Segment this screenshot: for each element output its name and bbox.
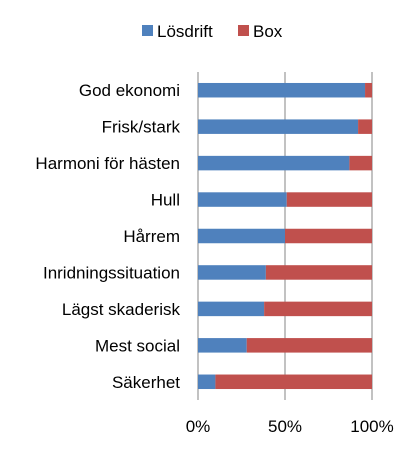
bar-box <box>286 192 372 207</box>
bar-losdrift <box>198 265 266 280</box>
bar-losdrift <box>198 155 350 171</box>
legend-swatch <box>142 25 153 36</box>
bar-losdrift <box>198 374 216 390</box>
x-tick-labels: 0% 50% 100% <box>186 417 394 436</box>
legend-swatch <box>238 25 249 36</box>
bar-box <box>246 338 372 353</box>
x-tick-label: 100% <box>350 417 393 436</box>
bar-box <box>264 301 372 317</box>
x-tick-label: 0% <box>186 417 211 436</box>
category-label: Säkerhet <box>112 373 180 392</box>
category-label: God ekonomi <box>79 81 180 100</box>
category-label: Hårrem <box>123 227 180 246</box>
bar-box <box>349 155 372 171</box>
bar-losdrift <box>198 192 287 207</box>
bar-losdrift <box>198 228 285 244</box>
bar-losdrift <box>198 119 359 134</box>
legend-label: Box <box>253 22 283 41</box>
category-label: Harmoni för hästen <box>35 154 180 173</box>
bar-box <box>365 82 372 98</box>
category-labels: God ekonomi Frisk/stark Harmoni för hästen… <box>35 81 180 392</box>
bar-losdrift <box>198 301 265 317</box>
bar-losdrift <box>198 82 366 98</box>
bar-box <box>265 265 372 280</box>
bar-box <box>215 374 372 390</box>
category-label: Hull <box>151 191 180 210</box>
bars <box>198 82 372 390</box>
bar-losdrift <box>198 338 247 353</box>
category-label: Lägst skaderisk <box>62 300 181 319</box>
bar-box <box>358 119 372 134</box>
legend-label: Lösdrift <box>157 22 213 41</box>
bar-box <box>285 228 372 244</box>
legend: Lösdrift Box <box>142 22 283 41</box>
category-label: Frisk/stark <box>102 118 181 137</box>
category-label: Mest social <box>95 336 180 355</box>
category-label: Inridningssituation <box>43 263 180 282</box>
x-tick-label: 50% <box>268 417 302 436</box>
